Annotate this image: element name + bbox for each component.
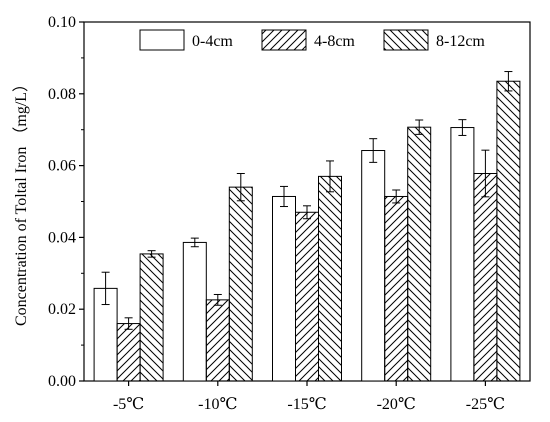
y-tick-label: 0.10 bbox=[48, 14, 76, 31]
bar bbox=[295, 211, 319, 382]
bar bbox=[473, 172, 498, 382]
legend-label: 4-8cm bbox=[314, 33, 355, 50]
y-tick-label: 0.02 bbox=[48, 301, 76, 318]
x-tick-label: -25℃ bbox=[466, 396, 505, 413]
bar bbox=[361, 150, 386, 382]
bar bbox=[205, 299, 230, 382]
bar bbox=[228, 186, 253, 382]
legend-label: 0-4cm bbox=[192, 33, 233, 50]
bar bbox=[407, 126, 432, 382]
bar bbox=[272, 195, 296, 382]
bars bbox=[93, 71, 521, 382]
legend-swatch bbox=[139, 29, 185, 51]
legend-label: 8-12cm bbox=[436, 33, 485, 50]
y-tick-label: 0.08 bbox=[48, 86, 76, 103]
y-axis-title: Concentration of Toltal Iron （mg/L） bbox=[12, 76, 30, 326]
bar bbox=[318, 175, 342, 382]
bar bbox=[116, 323, 141, 382]
x-tick-label: -5℃ bbox=[113, 396, 144, 413]
y-axis: 0.00 0.02 0.04 0.06 0.08 0.10 bbox=[48, 14, 84, 390]
x-tick-label: -15℃ bbox=[287, 396, 326, 413]
x-tick-label: -20℃ bbox=[377, 396, 416, 413]
y-tick-label: 0.04 bbox=[48, 229, 76, 246]
bar bbox=[496, 80, 521, 382]
legend: 0-4cm 4-8cm 8-12cm bbox=[139, 29, 485, 51]
bar bbox=[139, 253, 164, 382]
bar bbox=[450, 127, 475, 382]
legend-swatch bbox=[261, 29, 307, 51]
x-tick-label: -10℃ bbox=[198, 396, 237, 413]
y-tick-label: 0.06 bbox=[48, 158, 76, 175]
bar bbox=[384, 195, 409, 382]
legend-swatch bbox=[383, 29, 429, 51]
bar bbox=[182, 241, 207, 382]
x-axis: -5℃ -10℃ -15℃ -20℃ -25℃ bbox=[113, 381, 505, 413]
y-tick-label: 0.00 bbox=[48, 373, 76, 390]
